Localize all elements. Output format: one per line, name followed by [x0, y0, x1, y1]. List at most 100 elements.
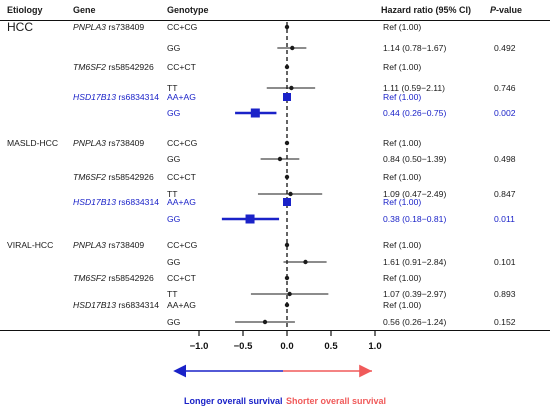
p-value: 0.893 — [494, 289, 516, 299]
hazard-ratio-value: Ref (1.00) — [383, 172, 422, 182]
hazard-ratio-value: Ref (1.00) — [383, 240, 422, 250]
gene-label: TM6SF2 rs58542926 — [73, 274, 154, 283]
p-value: 0.101 — [494, 257, 516, 267]
gene-label: PNPLA3 rs738409 — [73, 23, 144, 32]
genotype-label: GG — [167, 317, 181, 327]
point-dot — [303, 259, 308, 265]
genotype-label: TT — [167, 189, 178, 199]
gene-snp: rs58542926 — [105, 273, 154, 283]
gene-name: PNPLA3 — [73, 22, 106, 32]
gene-snp: rs6834314 — [116, 197, 160, 207]
p-value: 0.498 — [494, 154, 516, 164]
point-dot — [288, 191, 293, 197]
header-etiology: Etiology — [7, 5, 43, 15]
hazard-ratio-value: 0.84 (0.50−1.39) — [383, 154, 447, 164]
hazard-ratio-value: 1.61 (0.91−2.84) — [383, 257, 447, 267]
hazard-ratio-value: Ref (1.00) — [383, 197, 422, 207]
genotype-label: TT — [167, 289, 178, 299]
genotype-label: CC+CT — [167, 273, 196, 283]
genotype-label: GG — [167, 214, 181, 224]
gene-snp: rs738409 — [105, 138, 145, 148]
point-square — [245, 214, 255, 224]
gene-label: PNPLA3 rs738409 — [73, 139, 144, 148]
hazard-ratio-value: 1.11 (0.59−2.11) — [383, 83, 446, 93]
point-dot — [284, 140, 290, 146]
header-p-value: P-value — [490, 6, 522, 15]
point-dot — [284, 302, 290, 308]
genotype-label: CC+CG — [167, 22, 198, 32]
hazard-ratio-value: 1.07 (0.39−2.97) — [383, 289, 447, 299]
header-rule — [0, 20, 550, 22]
hazard-ratio-value: Ref (1.00) — [383, 273, 422, 283]
x-tick-label: −1.0 — [190, 341, 209, 352]
gene-label: HSD17B13 rs6834314 — [73, 93, 159, 102]
p-value: 0.492 — [494, 43, 516, 53]
gene-name: TM6SF2 — [73, 172, 106, 182]
p-value: 0.011 — [494, 214, 515, 224]
p-value: 0.152 — [494, 317, 516, 327]
hazard-ratio-value: Ref (1.00) — [383, 62, 422, 72]
bottom-rule — [0, 330, 550, 332]
hazard-ratio-value: Ref (1.00) — [383, 300, 422, 310]
genotype-label: CC+CT — [167, 62, 196, 72]
genotype-label: GG — [167, 154, 181, 164]
genotype-label: AA+AG — [167, 92, 196, 102]
point-dot — [284, 24, 290, 30]
gene-name: PNPLA3 — [73, 240, 106, 250]
genotype-label: AA+AG — [167, 197, 196, 207]
legend-shorter-survival: Shorter overall survival — [286, 396, 387, 406]
gene-snp: rs738409 — [105, 240, 145, 250]
gene-snp: rs6834314 — [116, 92, 160, 102]
header-gene: Gene — [73, 5, 96, 15]
x-tick-label: −0.5 — [234, 341, 253, 352]
gene-name: HSD17B13 — [73, 300, 116, 310]
p-value: 0.746 — [494, 83, 516, 93]
gene-name: TM6SF2 — [73, 273, 106, 283]
gene-snp: rs58542926 — [105, 172, 154, 182]
hazard-ratio-value: Ref (1.00) — [383, 22, 422, 32]
gene-name: TM6SF2 — [73, 62, 106, 72]
etiology-label: VIRAL-HCC — [7, 240, 54, 250]
point-dot — [284, 275, 290, 281]
point-dot — [284, 242, 290, 248]
genotype-label: GG — [167, 108, 181, 118]
p-suffix: -value — [496, 5, 523, 15]
genotype-label: CC+CT — [167, 172, 196, 182]
point-dot — [289, 85, 294, 91]
gene-label: TM6SF2 rs58542926 — [73, 173, 154, 182]
genotype-label: CC+CG — [167, 138, 198, 148]
genotype-label: CC+CG — [167, 240, 198, 250]
point-square — [283, 198, 291, 206]
gene-snp: rs6834314 — [116, 300, 160, 310]
hazard-ratio-value: 0.56 (0.26−1.24) — [383, 317, 447, 327]
hazard-ratio-value: 0.44 (0.26−0.75) — [383, 108, 447, 118]
gene-name: PNPLA3 — [73, 138, 106, 148]
etiology-label: HCC — [7, 20, 33, 34]
legend-longer-survival: Longer overall survival — [184, 396, 283, 406]
x-tick-label: 0.5 — [324, 341, 338, 352]
gene-snp: rs738409 — [105, 22, 145, 32]
point-square — [250, 108, 260, 118]
etiology-label: MASLD-HCC — [7, 138, 59, 148]
genotype-label: AA+AG — [167, 300, 196, 310]
gene-name: HSD17B13 — [73, 197, 116, 207]
point-square — [283, 93, 291, 101]
point-dot — [262, 319, 268, 325]
gene-snp: rs58542926 — [105, 62, 154, 72]
hazard-ratio-value: 1.14 (0.78−1.67) — [383, 43, 447, 53]
gene-label: HSD17B13 rs6834314 — [73, 301, 159, 310]
point-dot — [284, 174, 290, 180]
gene-label: HSD17B13 rs6834314 — [73, 198, 159, 207]
p-value: 0.847 — [494, 189, 516, 199]
header-hazard-ratio: Hazard ratio (95% CI) — [381, 5, 472, 15]
point-dot — [284, 64, 290, 70]
point-dot — [290, 45, 295, 51]
hazard-ratio-value: 0.38 (0.18−0.81) — [383, 214, 447, 224]
genotype-label: TT — [167, 83, 178, 93]
p-italic: P — [490, 5, 497, 15]
x-tick-label: 0.0 — [280, 341, 293, 352]
gene-label: PNPLA3 rs738409 — [73, 241, 144, 250]
point-dot — [277, 156, 283, 162]
x-tick-label: 1.0 — [368, 341, 381, 352]
